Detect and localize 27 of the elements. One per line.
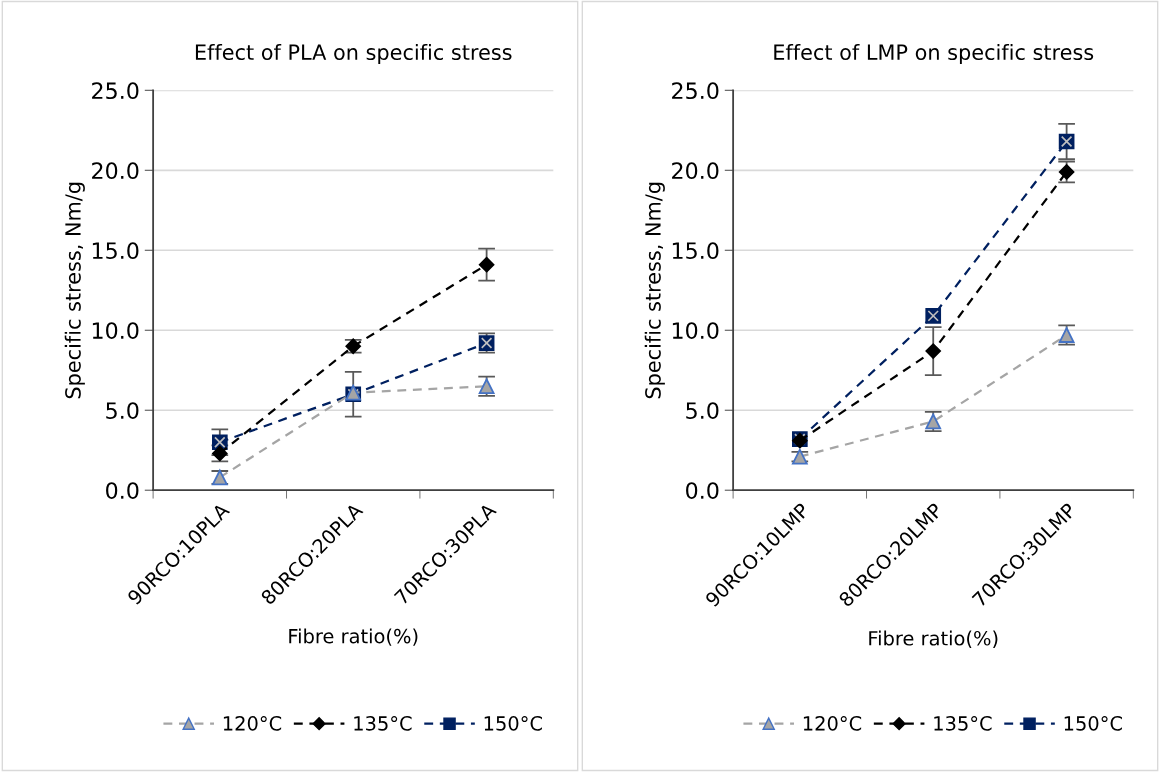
point	[1058, 164, 1075, 180]
y-tick-label: 20.0	[92, 162, 139, 180]
legend-label: 135°C	[354, 716, 412, 731]
y-axis-title: Specific stress, Nm/g	[64, 182, 85, 399]
chart-title: Effect of LMP on specific stress	[774, 43, 1094, 65]
legend-label: 120°C	[223, 716, 282, 731]
y-axis-title: Specific stress, Nm/g	[644, 182, 665, 399]
y-tick-label: 0.0	[686, 482, 719, 499]
y-tick-label: 15.0	[672, 242, 719, 260]
chart-title: Effect of PLA on specific stress	[195, 43, 512, 65]
y-tick-label: 10.0	[92, 322, 139, 340]
y-tick-label: 20.0	[672, 162, 719, 180]
point	[925, 343, 941, 359]
y-tick-label: 5.0	[106, 402, 139, 419]
legend-label: 150°C	[484, 716, 542, 731]
x-axis-title: Fibre ratio(%)	[289, 628, 418, 646]
y-tick-label: 10.0	[672, 322, 719, 340]
y-tick-label: 25.0	[672, 82, 719, 100]
legend-label: 135°C	[934, 716, 992, 731]
point	[478, 256, 495, 273]
y-tick-label: 0.0	[106, 482, 139, 499]
y-tick-label: 15.0	[92, 242, 139, 260]
legend-label: 120°C	[803, 716, 862, 731]
y-tick-label: 5.0	[686, 402, 719, 419]
legend-label: 150°C	[1064, 716, 1122, 731]
x-axis-title: Fibre ratio(%)	[869, 630, 998, 648]
y-tick-label: 25.0	[92, 82, 139, 100]
